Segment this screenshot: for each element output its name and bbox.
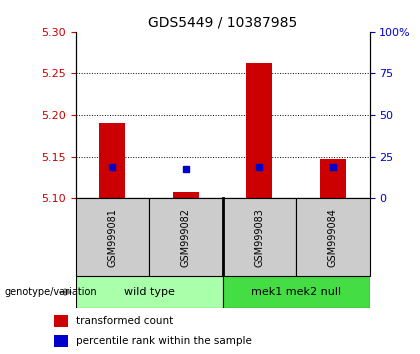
Text: genotype/variation: genotype/variation: [4, 287, 97, 297]
Bar: [76, 276, 223, 308]
Text: GSM999082: GSM999082: [181, 208, 191, 267]
Bar: [247, 63, 272, 198]
Text: GSM999084: GSM999084: [328, 208, 338, 267]
Bar: [173, 192, 199, 198]
Text: GSM999081: GSM999081: [108, 208, 117, 267]
Text: transformed count: transformed count: [76, 316, 173, 326]
Bar: [296, 198, 370, 276]
Text: GSM999083: GSM999083: [255, 208, 264, 267]
Bar: [149, 198, 223, 276]
Bar: [223, 276, 370, 308]
Bar: [223, 198, 296, 276]
Title: GDS5449 / 10387985: GDS5449 / 10387985: [148, 15, 297, 29]
Text: wild type: wild type: [123, 287, 175, 297]
Bar: [320, 159, 346, 198]
Bar: [100, 123, 125, 198]
Bar: [54, 335, 68, 347]
Text: percentile rank within the sample: percentile rank within the sample: [76, 336, 252, 346]
Bar: [76, 198, 149, 276]
Bar: [54, 315, 68, 327]
Text: mek1 mek2 null: mek1 mek2 null: [251, 287, 341, 297]
